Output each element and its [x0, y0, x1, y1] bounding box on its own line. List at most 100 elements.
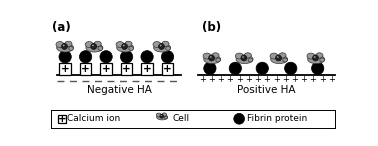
Text: +: + [217, 75, 224, 84]
Circle shape [241, 55, 247, 61]
Ellipse shape [283, 58, 287, 62]
Bar [121, 63, 132, 74]
Ellipse shape [166, 46, 170, 50]
Text: +: + [245, 75, 252, 84]
Text: +: + [236, 75, 243, 84]
Circle shape [242, 56, 244, 58]
Text: +: + [310, 75, 316, 84]
Circle shape [256, 62, 268, 74]
Text: +: + [199, 75, 206, 84]
Circle shape [79, 51, 92, 63]
Ellipse shape [85, 42, 93, 47]
Ellipse shape [153, 42, 161, 47]
Text: +: + [226, 75, 233, 84]
Text: +: + [122, 64, 131, 74]
Text: +: + [254, 75, 261, 84]
Text: Negative HA: Negative HA [87, 85, 152, 94]
Circle shape [277, 56, 279, 58]
Circle shape [91, 44, 97, 49]
Circle shape [209, 55, 214, 61]
Circle shape [161, 115, 162, 116]
Ellipse shape [203, 53, 211, 59]
Bar [80, 63, 91, 74]
Text: (b): (b) [202, 21, 222, 34]
Circle shape [204, 62, 216, 74]
Bar [100, 63, 112, 74]
Circle shape [160, 45, 161, 46]
Bar [141, 63, 153, 74]
Text: +: + [102, 64, 110, 74]
Ellipse shape [125, 41, 132, 46]
Text: Calcium ion: Calcium ion [67, 114, 121, 123]
Ellipse shape [94, 41, 101, 46]
Text: +: + [301, 75, 307, 84]
Text: +: + [163, 64, 172, 74]
Circle shape [210, 56, 212, 58]
Circle shape [141, 51, 153, 63]
Bar [59, 63, 71, 74]
Ellipse shape [236, 55, 253, 64]
Ellipse shape [308, 55, 325, 64]
Ellipse shape [129, 46, 133, 50]
Ellipse shape [307, 53, 315, 59]
Text: +: + [143, 64, 152, 74]
Circle shape [160, 114, 164, 118]
Ellipse shape [117, 44, 134, 52]
Ellipse shape [320, 58, 324, 62]
Text: +: + [58, 114, 67, 124]
Circle shape [229, 62, 242, 74]
Circle shape [313, 55, 318, 61]
Ellipse shape [69, 46, 73, 50]
Ellipse shape [162, 113, 167, 116]
Circle shape [62, 44, 67, 49]
Ellipse shape [57, 44, 74, 52]
Circle shape [158, 44, 164, 49]
Ellipse shape [164, 116, 167, 119]
Circle shape [161, 51, 174, 63]
Text: Fibrin protein: Fibrin protein [247, 114, 307, 123]
Text: Cell: Cell [173, 114, 190, 123]
Circle shape [63, 45, 65, 46]
Bar [162, 63, 174, 74]
Ellipse shape [98, 46, 102, 50]
Circle shape [285, 62, 297, 74]
Circle shape [121, 51, 133, 63]
Ellipse shape [116, 42, 124, 47]
Ellipse shape [270, 53, 278, 59]
Ellipse shape [65, 41, 72, 46]
Text: (a): (a) [52, 21, 71, 34]
Text: +: + [273, 75, 280, 84]
Ellipse shape [204, 55, 221, 64]
Text: +: + [328, 75, 335, 84]
Circle shape [234, 113, 245, 124]
Ellipse shape [153, 44, 170, 52]
Circle shape [100, 51, 112, 63]
Circle shape [314, 56, 316, 58]
Bar [58, 115, 66, 123]
Ellipse shape [279, 53, 286, 58]
Text: +: + [319, 75, 326, 84]
Ellipse shape [156, 113, 161, 117]
Circle shape [311, 62, 324, 74]
Text: +: + [81, 64, 90, 74]
Ellipse shape [271, 55, 288, 64]
Ellipse shape [162, 41, 169, 46]
Circle shape [59, 51, 71, 63]
Circle shape [122, 44, 127, 49]
Ellipse shape [248, 58, 253, 62]
Text: +: + [291, 75, 298, 84]
Ellipse shape [156, 114, 168, 120]
Text: +: + [61, 64, 70, 74]
Circle shape [123, 45, 125, 46]
Text: +: + [263, 75, 270, 84]
Circle shape [276, 55, 282, 61]
Ellipse shape [56, 42, 64, 47]
Text: Positive HA: Positive HA [237, 85, 295, 94]
Ellipse shape [86, 44, 103, 52]
Text: +: + [208, 75, 215, 84]
Ellipse shape [316, 53, 323, 58]
Ellipse shape [244, 53, 251, 58]
Ellipse shape [212, 53, 219, 58]
Ellipse shape [235, 53, 243, 59]
Ellipse shape [216, 58, 220, 62]
